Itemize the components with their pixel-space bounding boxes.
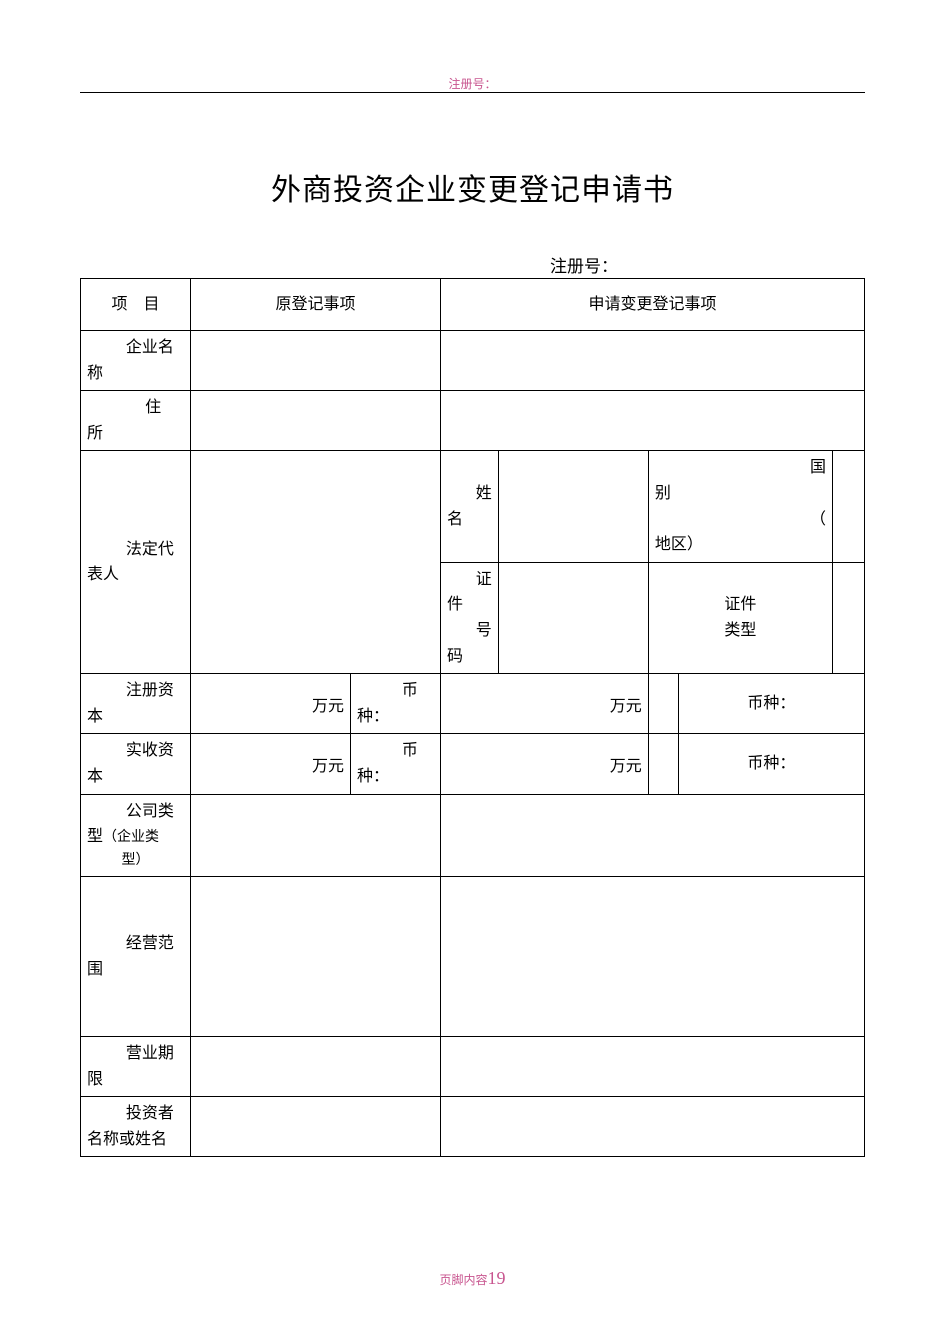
label-legal-rep-1: 法定代 bbox=[87, 537, 184, 563]
header-col-item: 项 目 bbox=[81, 279, 191, 331]
label-paid-cap-2: 本 bbox=[87, 764, 184, 790]
row-legal-rep-1: 法定代 表人 姓 名 国 别 （ 地区） bbox=[81, 451, 865, 562]
label-idtype-1: 证件 bbox=[655, 592, 826, 618]
label-address-2: 所 bbox=[87, 421, 184, 447]
cell-new-reg-cap: 万元 bbox=[441, 674, 649, 734]
label-period-2: 限 bbox=[87, 1067, 184, 1093]
cell-new-investor bbox=[441, 1097, 865, 1157]
cell-new-reg-gap bbox=[648, 674, 678, 734]
row-investor-name: 投资者 名称或姓名 bbox=[81, 1097, 865, 1157]
row-address: 住 所 bbox=[81, 391, 865, 451]
cell-new-comptype bbox=[441, 794, 865, 877]
cell-new-paid-cap: 万元 bbox=[441, 734, 649, 794]
cell-orig-investor bbox=[191, 1097, 441, 1157]
row-business-scope: 经营范 围 bbox=[81, 877, 865, 1037]
label-period-1: 营业期 bbox=[87, 1041, 184, 1067]
cell-new-name bbox=[498, 451, 648, 562]
label-orig-paid-curr-2: 种： bbox=[357, 764, 434, 790]
label-idtype-2: 类型 bbox=[655, 618, 826, 644]
label-country-2: 别 bbox=[655, 481, 826, 507]
row-company-type: 公司类 型（企业类 型） bbox=[81, 794, 865, 877]
cell-new-company-name bbox=[441, 331, 865, 391]
label-orig-reg-curr-2: 种： bbox=[357, 704, 434, 730]
label-idno-4: 码 bbox=[447, 644, 492, 670]
row-reg-capital: 注册资 本 万元 币 种： 万元 币种： bbox=[81, 674, 865, 734]
label-comptype-1: 公司类 bbox=[87, 799, 184, 825]
cell-orig-scope bbox=[191, 877, 441, 1037]
label-country-1: 国 bbox=[655, 455, 826, 481]
label-reg-cap-2: 本 bbox=[87, 704, 184, 730]
label-address-1: 住 bbox=[87, 395, 184, 421]
main-form-table: 项 目 原登记事项 申请变更登记事项 企业名 称 住 所 法定代 表人 姓 名 bbox=[80, 278, 865, 1157]
label-scope-2: 围 bbox=[87, 957, 184, 983]
page-footer: 页脚内容19 bbox=[439, 1268, 505, 1289]
label-country-4: 地区） bbox=[655, 532, 826, 558]
label-company-name-1: 企业名 bbox=[87, 335, 184, 361]
label-investor-2: 名称或姓名 bbox=[87, 1127, 184, 1153]
cell-orig-reg-cap: 万元 bbox=[191, 674, 351, 734]
label-company-name-2: 称 bbox=[87, 361, 184, 387]
footer-label: 页脚内容 bbox=[439, 1273, 487, 1287]
cell-new-idno bbox=[498, 562, 648, 673]
header-col-original: 原登记事项 bbox=[191, 279, 441, 331]
cell-orig-company-name bbox=[191, 331, 441, 391]
label-investor-1: 投资者 bbox=[87, 1101, 184, 1127]
label-orig-paid-curr-1: 币 bbox=[357, 738, 434, 764]
cell-new-scope bbox=[441, 877, 865, 1037]
label-comptype-3: 型） bbox=[87, 850, 184, 872]
label-country-3: （ bbox=[655, 507, 826, 533]
label-new-reg-curr: 币种： bbox=[678, 674, 864, 734]
label-paid-cap-1: 实收资 bbox=[87, 738, 184, 764]
page-title: 外商投资企业变更登记申请书 bbox=[271, 165, 674, 209]
footer-page-num: 19 bbox=[488, 1268, 506, 1288]
label-idno-1: 证 bbox=[447, 567, 492, 593]
header-divider bbox=[80, 92, 865, 93]
label-idno-3: 号 bbox=[447, 618, 492, 644]
cell-orig-period bbox=[191, 1037, 441, 1097]
label-legal-rep-2: 表人 bbox=[87, 562, 184, 588]
cell-orig-paid-cap: 万元 bbox=[191, 734, 351, 794]
label-orig-reg-curr-1: 币 bbox=[357, 678, 434, 704]
cell-orig-comptype bbox=[191, 794, 441, 877]
label-comptype-2: 型（企业类 bbox=[87, 824, 184, 850]
cell-orig-legal-rep bbox=[191, 451, 441, 674]
label-name-2: 名 bbox=[447, 507, 492, 533]
label-reg-cap-1: 注册资 bbox=[87, 678, 184, 704]
header-col-change: 申请变更登记事项 bbox=[441, 279, 865, 331]
cell-new-paid-gap bbox=[648, 734, 678, 794]
cell-new-country bbox=[833, 451, 865, 562]
cell-new-idtype bbox=[833, 562, 865, 673]
row-business-period: 营业期 限 bbox=[81, 1037, 865, 1097]
header-reg-label: 注册号： bbox=[448, 75, 496, 92]
table-header-row: 项 目 原登记事项 申请变更登记事项 bbox=[81, 279, 865, 331]
cell-new-period bbox=[441, 1037, 865, 1097]
row-paid-capital: 实收资 本 万元 币 种： 万元 币种： bbox=[81, 734, 865, 794]
label-scope-1: 经营范 bbox=[87, 931, 184, 957]
row-company-name: 企业名 称 bbox=[81, 331, 865, 391]
cell-new-address bbox=[441, 391, 865, 451]
cell-orig-address bbox=[191, 391, 441, 451]
label-idno-2: 件 bbox=[447, 592, 492, 618]
reg-number-label: 注册号： bbox=[550, 252, 618, 277]
label-name-1: 姓 bbox=[447, 481, 492, 507]
label-new-paid-curr: 币种： bbox=[678, 734, 864, 794]
